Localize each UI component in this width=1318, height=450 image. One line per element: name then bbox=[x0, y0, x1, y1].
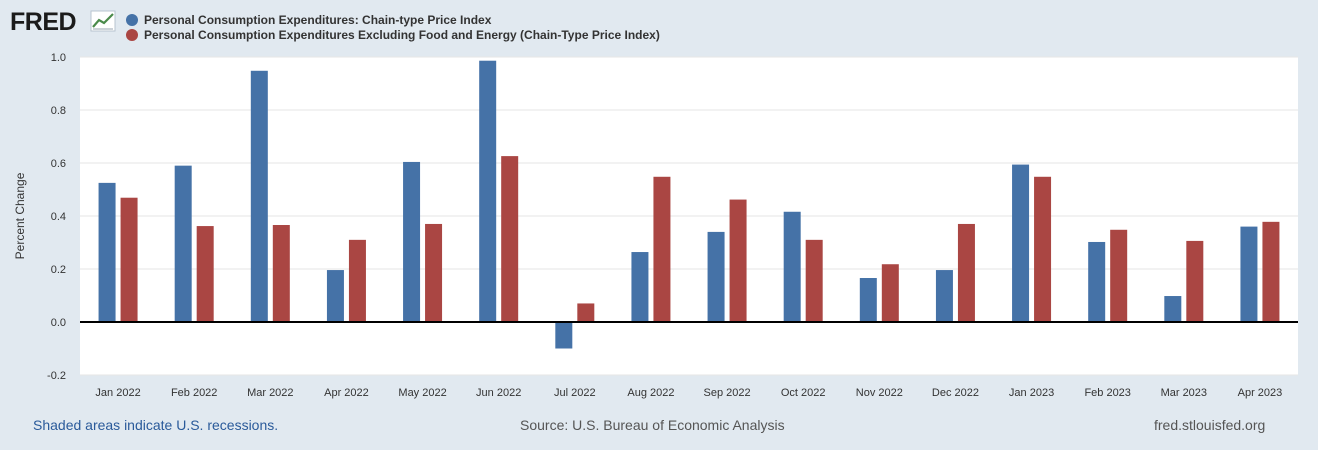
x-axis-ticks: Jan 2022 Feb 2022 Mar 2022 Apr 2022 May 2022… bbox=[95, 387, 1282, 399]
x-tick-label: Mar 2022 bbox=[247, 387, 293, 399]
x-tick-label: Nov 2022 bbox=[856, 387, 903, 399]
y-tick-label: 1.0 bbox=[51, 52, 66, 64]
bar-series-1-jul-2022[interactable] bbox=[555, 322, 573, 349]
x-tick-label: Jun 2022 bbox=[476, 387, 521, 399]
bar-series-2-sep-2022[interactable] bbox=[729, 199, 747, 322]
x-tick-label: Jan 2023 bbox=[1009, 387, 1054, 399]
x-tick-label: Sep 2022 bbox=[704, 387, 751, 399]
legend-marker-series-2 bbox=[126, 28, 138, 41]
y-tick-label: -0.2 bbox=[47, 370, 66, 382]
fred-logo-text: FRED bbox=[10, 8, 76, 36]
bars bbox=[98, 60, 1280, 349]
bar-series-1-may-2022[interactable] bbox=[403, 161, 421, 322]
bar-series-1-jan-2023[interactable] bbox=[1012, 164, 1030, 322]
x-tick-label: Feb 2022 bbox=[171, 387, 217, 399]
bar-series-2-mar-2023[interactable] bbox=[1186, 240, 1204, 322]
legend-marker-series-1 bbox=[126, 13, 138, 26]
x-tick-label: Apr 2022 bbox=[324, 387, 369, 399]
bar-series-2-jun-2022[interactable] bbox=[501, 156, 519, 322]
x-tick-label: May 2022 bbox=[398, 387, 446, 399]
fred-graph-icon bbox=[90, 10, 116, 32]
source-note: Source: U.S. Bureau of Economic Analysis bbox=[520, 417, 785, 433]
bar-series-2-apr-2022[interactable] bbox=[348, 239, 366, 322]
bar-series-2-feb-2022[interactable] bbox=[196, 226, 214, 322]
x-tick-label: Oct 2022 bbox=[781, 387, 826, 399]
legend-label-series-2: Personal Consumption Expenditures Exclud… bbox=[144, 27, 660, 42]
x-tick-label: Aug 2022 bbox=[627, 387, 674, 399]
y-axis-ticks: 1.0 0.8 0.6 0.4 0.2 0.0 -0.2 bbox=[47, 52, 66, 382]
x-tick-label: Dec 2022 bbox=[932, 387, 979, 399]
legend-item-series-1[interactable]: Personal Consumption Expenditures: Chain… bbox=[126, 12, 660, 27]
bar-series-1-aug-2022[interactable] bbox=[631, 252, 649, 322]
x-tick-label: Jul 2022 bbox=[554, 387, 596, 399]
bar-series-2-dec-2022[interactable] bbox=[957, 223, 975, 322]
bar-series-1-nov-2022[interactable] bbox=[859, 278, 877, 322]
x-tick-label: Feb 2023 bbox=[1084, 387, 1130, 399]
bar-series-1-dec-2022[interactable] bbox=[935, 270, 953, 322]
x-tick-label: Apr 2023 bbox=[1238, 387, 1283, 399]
bar-series-1-jan-2022[interactable] bbox=[98, 182, 116, 322]
bar-series-1-mar-2023[interactable] bbox=[1164, 296, 1182, 322]
bar-series-2-apr-2023[interactable] bbox=[1262, 221, 1280, 322]
bar-series-2-may-2022[interactable] bbox=[425, 223, 443, 322]
y-tick-label: 0.8 bbox=[51, 105, 66, 117]
legend-label-series-1: Personal Consumption Expenditures: Chain… bbox=[144, 12, 492, 27]
bar-series-1-apr-2022[interactable] bbox=[326, 270, 344, 322]
fred-logo[interactable]: FRED bbox=[10, 6, 120, 36]
recession-note: Shaded areas indicate U.S. recessions. bbox=[33, 417, 279, 433]
bar-series-1-mar-2022[interactable] bbox=[250, 70, 268, 322]
bar-chart: 1.0 0.8 0.6 0.4 0.2 0.0 -0.2 Jan 2022 Feb 2022 M… bbox=[13, 52, 1298, 399]
bar-series-2-nov-2022[interactable] bbox=[881, 264, 899, 322]
y-tick-label: 0.6 bbox=[51, 158, 66, 170]
bar-series-1-sep-2022[interactable] bbox=[707, 231, 725, 322]
y-tick-label: 0.0 bbox=[51, 317, 66, 329]
bar-series-1-feb-2022[interactable] bbox=[174, 165, 192, 322]
bar-series-2-aug-2022[interactable] bbox=[653, 176, 671, 322]
bar-series-1-feb-2023[interactable] bbox=[1088, 241, 1106, 322]
bar-series-1-apr-2023[interactable] bbox=[1240, 226, 1258, 322]
chart-legend: Personal Consumption Expenditures: Chain… bbox=[126, 12, 660, 42]
bar-series-2-feb-2023[interactable] bbox=[1110, 229, 1128, 322]
y-tick-label: 0.2 bbox=[51, 264, 66, 276]
bar-series-2-mar-2022[interactable] bbox=[272, 225, 290, 322]
bar-series-2-jul-2022[interactable] bbox=[577, 303, 595, 322]
y-axis-title: Percent Change bbox=[13, 172, 27, 259]
legend-item-series-2[interactable]: Personal Consumption Expenditures Exclud… bbox=[126, 27, 660, 42]
x-tick-label: Jan 2022 bbox=[95, 387, 140, 399]
bar-series-2-jan-2023[interactable] bbox=[1034, 176, 1052, 322]
bar-series-2-oct-2022[interactable] bbox=[805, 239, 823, 322]
bar-series-1-jun-2022[interactable] bbox=[479, 60, 497, 323]
bar-series-2-jan-2022[interactable] bbox=[120, 197, 138, 322]
x-tick-label: Mar 2023 bbox=[1161, 387, 1207, 399]
site-link[interactable]: fred.stlouisfed.org bbox=[1154, 417, 1266, 433]
y-tick-label: 0.4 bbox=[51, 211, 66, 223]
bar-series-1-oct-2022[interactable] bbox=[783, 211, 801, 322]
